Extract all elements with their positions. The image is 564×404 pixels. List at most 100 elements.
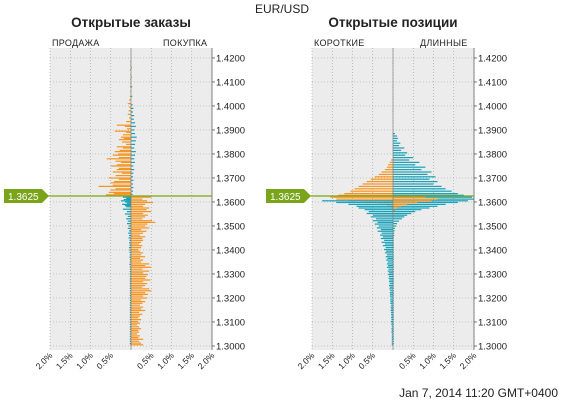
orders-series-0-bar bbox=[116, 124, 131, 126]
positions-series-2-bar bbox=[384, 248, 393, 251]
orders-series-2-bar bbox=[131, 308, 142, 310]
positions-series-2-bar bbox=[391, 337, 393, 339]
orders-series-2-bar bbox=[131, 256, 146, 258]
positions-series-2-bar bbox=[368, 211, 393, 213]
orders-series-1-bar bbox=[129, 256, 131, 258]
orders-series-0-bar bbox=[120, 136, 131, 138]
orders-series-1-bar bbox=[129, 285, 131, 287]
orders-series-1-bar bbox=[126, 218, 131, 220]
positions-series-0-bar bbox=[393, 223, 398, 225]
positions-series-0-bar bbox=[393, 178, 430, 180]
positions-series-2-bar bbox=[390, 313, 393, 315]
positions-series-2-bar bbox=[385, 247, 393, 249]
positions-series-2-bar bbox=[375, 218, 393, 220]
orders-series-1-bar bbox=[128, 230, 131, 232]
positions-series-0-bar bbox=[393, 185, 442, 187]
orders-series-1-bar bbox=[131, 125, 136, 127]
orders-series-2-bar bbox=[131, 272, 144, 274]
orders-series-1-bar bbox=[124, 213, 131, 215]
positions-series-1-bar bbox=[384, 169, 393, 171]
orders-series-1-bar bbox=[131, 118, 134, 120]
orders-series-2-bar bbox=[131, 229, 142, 231]
orders-series-2-bar bbox=[131, 263, 150, 265]
positions-series-2-bar bbox=[391, 340, 393, 342]
orders-series-1-bar bbox=[127, 220, 131, 222]
orders-series-2-bar bbox=[131, 320, 139, 323]
positions-series-2-bar bbox=[384, 243, 393, 245]
orders-series-1-bar bbox=[129, 323, 131, 325]
positions-series-2-bar bbox=[381, 241, 393, 243]
positions-series-0-bar bbox=[393, 188, 446, 190]
positions-series-0-bar bbox=[393, 133, 396, 135]
positions-series-0-bar bbox=[393, 147, 405, 149]
orders-series-0-bar bbox=[114, 151, 131, 153]
orders-series-2-bar bbox=[131, 324, 138, 326]
positions-series-0-bar bbox=[393, 323, 394, 325]
positions-series-0-bar bbox=[393, 328, 394, 330]
orders-series-0-bar bbox=[106, 158, 131, 160]
orders-x-tick-label: 1.5% bbox=[54, 350, 75, 371]
positions-series-1-bar bbox=[378, 173, 393, 175]
positions-series-2-bar bbox=[388, 281, 393, 283]
positions-series-2-bar bbox=[389, 295, 393, 297]
positions-series-0-bar bbox=[393, 173, 428, 175]
positions-current-price-badge bbox=[266, 189, 311, 203]
orders-series-2-bar bbox=[131, 209, 147, 211]
positions-series-0-bar bbox=[393, 273, 394, 275]
orders-series-1-bar bbox=[129, 263, 131, 265]
orders-series-2-bar bbox=[131, 245, 143, 247]
orders-series-1-bar bbox=[129, 239, 131, 241]
orders-series-2-bar bbox=[131, 275, 147, 277]
positions-series-2-bar bbox=[384, 252, 393, 254]
orders-series-1-bar bbox=[129, 268, 131, 270]
positions-series-0-bar bbox=[393, 149, 402, 151]
orders-series-2-bar bbox=[131, 329, 139, 331]
positions-series-0-bar bbox=[393, 227, 396, 229]
positions-series-1-bar bbox=[344, 193, 393, 195]
positions-series-2-bar bbox=[380, 237, 393, 240]
positions-series-2-bar bbox=[390, 301, 393, 303]
orders-series-2-bar bbox=[131, 252, 144, 254]
orders-series-1-bar bbox=[129, 244, 131, 246]
orders-series-1-bar bbox=[129, 261, 131, 263]
positions-series-2-bar bbox=[389, 279, 393, 281]
orders-series-2-bar bbox=[131, 328, 142, 330]
orders-series-0-bar bbox=[130, 64, 131, 66]
orders-price-label: 1.3100 bbox=[216, 318, 245, 329]
positions-series-0-bar bbox=[393, 302, 394, 304]
positions-series-2-bar bbox=[377, 221, 393, 223]
positions-series-0-bar bbox=[393, 254, 394, 256]
positions-series-0-bar bbox=[393, 316, 394, 318]
orders-price-label: 1.3600 bbox=[216, 198, 245, 209]
orders-series-0-bar bbox=[123, 137, 131, 139]
orders-series-2-bar bbox=[131, 288, 150, 290]
orders-series-1-bar bbox=[131, 136, 137, 138]
positions-series-0-bar bbox=[393, 242, 394, 244]
orders-series-0-bar bbox=[130, 82, 131, 84]
positions-series-1-bar bbox=[358, 185, 393, 187]
positions-series-2-bar bbox=[388, 268, 393, 270]
orders-series-1-bar bbox=[126, 206, 131, 208]
positions-series-0-bar bbox=[393, 216, 405, 218]
positions-series-0-bar bbox=[393, 292, 394, 294]
orders-price-label: 1.4100 bbox=[216, 78, 245, 89]
orders-series-2-bar bbox=[131, 223, 148, 225]
orders-x-tick-label: 1.5% bbox=[175, 350, 196, 371]
positions-series-2-bar bbox=[387, 257, 393, 259]
orders-series-1-bar bbox=[131, 193, 133, 195]
orders-price-label: 1.3400 bbox=[216, 246, 245, 257]
positions-series-2-bar bbox=[390, 304, 393, 306]
positions-series-0-bar bbox=[393, 299, 394, 301]
orders-series-1-bar bbox=[129, 292, 131, 294]
orders-series-2-bar bbox=[131, 315, 140, 317]
positions-series-1-bar bbox=[390, 159, 393, 161]
positions-series-2-bar bbox=[390, 308, 393, 310]
orders-series-1-bar bbox=[131, 183, 134, 185]
orders-series-0-bar bbox=[118, 178, 131, 180]
positions-series-2-bar bbox=[391, 328, 393, 330]
positions-series-0-bar bbox=[393, 135, 398, 137]
orders-series-2-bar bbox=[131, 232, 144, 234]
orders-series-2-bar bbox=[131, 344, 144, 346]
positions-series-2-bar bbox=[388, 275, 393, 277]
orders-series-2-bar bbox=[131, 236, 146, 238]
